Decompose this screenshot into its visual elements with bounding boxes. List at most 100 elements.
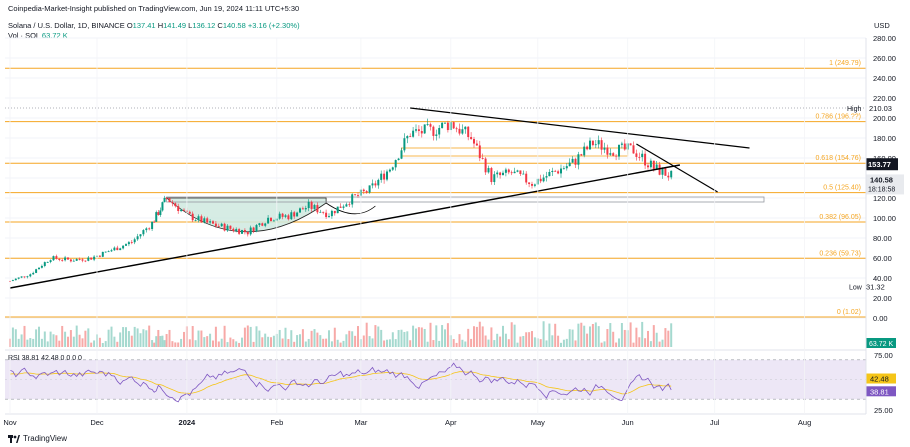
marker-price-tag bbox=[866, 158, 898, 171]
volume-bar bbox=[470, 338, 473, 347]
candle-body bbox=[493, 174, 496, 183]
fib-level-label: 0.786 (196.??) bbox=[815, 114, 861, 121]
candle-body bbox=[107, 251, 110, 253]
volume-bar bbox=[290, 330, 293, 347]
candle-body bbox=[155, 212, 158, 222]
candle-body bbox=[670, 170, 673, 178]
candle-body bbox=[406, 136, 409, 139]
volume-bar bbox=[493, 340, 496, 347]
candle-body bbox=[499, 172, 502, 176]
volume-bar bbox=[641, 321, 644, 347]
fib-level-label: 0 (1.02) bbox=[837, 309, 861, 316]
candle-body bbox=[394, 160, 397, 168]
volume-bar bbox=[87, 328, 90, 347]
candle-body bbox=[46, 261, 49, 263]
volume-bar bbox=[441, 325, 444, 347]
resistance-zone-box bbox=[401, 147, 629, 157]
candle-body bbox=[163, 197, 166, 203]
candle-body bbox=[409, 136, 412, 137]
volume-bar bbox=[119, 332, 122, 347]
candle-body bbox=[40, 265, 43, 268]
candle-body bbox=[351, 194, 354, 205]
low-label: Low bbox=[849, 285, 863, 292]
volume-bar bbox=[618, 338, 620, 347]
candle-body bbox=[371, 183, 374, 186]
candle-body bbox=[55, 256, 58, 259]
candle-body bbox=[591, 140, 594, 146]
volume-bar bbox=[481, 326, 484, 347]
candle-body bbox=[647, 165, 649, 168]
candle-body bbox=[287, 215, 290, 220]
ascending-trendline bbox=[9, 164, 681, 289]
volume-bar bbox=[159, 336, 162, 347]
y-tick-label: 260.00 bbox=[873, 54, 896, 63]
candle-body bbox=[426, 124, 429, 125]
volume-bar bbox=[43, 331, 46, 347]
volume-bar bbox=[122, 327, 125, 347]
volume-bar bbox=[171, 341, 174, 347]
volume-bar bbox=[574, 340, 577, 347]
volume-bar bbox=[67, 336, 69, 347]
volume-bar bbox=[412, 325, 415, 347]
volume-bar bbox=[658, 341, 661, 347]
candle-body bbox=[61, 259, 64, 261]
candle-body bbox=[125, 244, 127, 246]
fib-level-label: 0.382 (96.05) bbox=[819, 214, 861, 221]
candle-body bbox=[278, 213, 281, 219]
candle-body bbox=[446, 122, 449, 131]
close-label: C bbox=[217, 21, 223, 30]
candle-body bbox=[586, 146, 589, 150]
candle-body bbox=[345, 204, 348, 207]
x-tick-label: Jul bbox=[710, 418, 720, 427]
volume-bar bbox=[586, 333, 589, 347]
candle-body bbox=[136, 236, 139, 240]
candle-body bbox=[562, 168, 565, 170]
volume-bar bbox=[426, 341, 429, 347]
candle-body bbox=[58, 258, 61, 260]
candle-body bbox=[299, 208, 301, 213]
candle-body bbox=[87, 257, 90, 261]
volume-value: 63.72 K bbox=[41, 31, 68, 40]
volume-bar bbox=[174, 342, 177, 347]
candle-body bbox=[478, 145, 481, 159]
candle-body bbox=[316, 205, 319, 213]
x-tick-label: May bbox=[531, 418, 545, 427]
volume-bar bbox=[299, 334, 301, 347]
candle-body bbox=[52, 256, 55, 261]
candle-body bbox=[403, 138, 406, 151]
publish-line: Coinpedia-Market-Insight published on Tr… bbox=[8, 4, 300, 13]
volume-bar bbox=[98, 337, 101, 347]
volume-bar bbox=[510, 322, 513, 347]
candle-body bbox=[377, 179, 380, 186]
volume-bar bbox=[652, 325, 655, 347]
volume-bar bbox=[52, 334, 55, 347]
symbol-title: Solana / U.S. Dollar, 1D, BINANCE bbox=[8, 21, 125, 30]
candle-body bbox=[655, 164, 658, 169]
candle-body bbox=[258, 223, 261, 226]
candle-body bbox=[145, 228, 148, 231]
volume-bar bbox=[371, 338, 374, 347]
volume-bar bbox=[345, 334, 348, 347]
candle-body bbox=[226, 225, 229, 231]
handle-pattern-curve bbox=[325, 202, 376, 215]
volume-bar bbox=[264, 333, 267, 347]
candle-body bbox=[38, 267, 40, 270]
volume-bar bbox=[455, 342, 458, 347]
candle-body bbox=[516, 170, 519, 172]
volume-bar bbox=[127, 331, 130, 347]
volume-bar bbox=[409, 340, 412, 347]
high-label: H bbox=[157, 21, 164, 30]
candle-body bbox=[130, 242, 133, 243]
candle-body bbox=[142, 230, 145, 235]
volume-bar bbox=[670, 323, 673, 347]
high-value: 210.03 bbox=[869, 104, 892, 113]
volume-bar bbox=[591, 323, 594, 347]
candle-body bbox=[336, 206, 339, 214]
volume-bar bbox=[232, 339, 235, 347]
candle-body bbox=[64, 257, 67, 261]
candle-body bbox=[209, 221, 212, 223]
volume-bar bbox=[417, 327, 420, 347]
volume-bar bbox=[23, 325, 26, 347]
x-tick-label: Mar bbox=[354, 418, 367, 427]
